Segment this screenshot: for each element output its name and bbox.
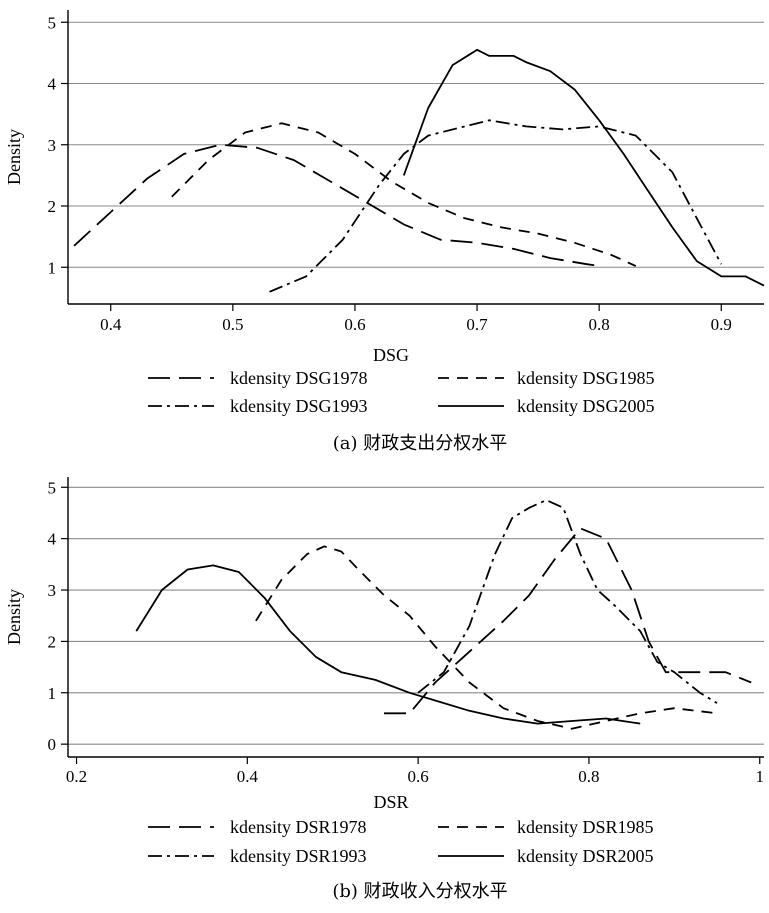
- legend-label: kdensity DSR1978: [230, 817, 367, 837]
- y-tick-label: 4: [48, 530, 57, 549]
- series-line-kdensity-dsr1985: [255, 545, 718, 730]
- x-tick-label: 0.4: [100, 315, 122, 334]
- y-tick-label: 3: [48, 581, 57, 600]
- series-line-kdensity-dsr1978: [384, 527, 752, 715]
- y-axis-label: Density: [4, 129, 24, 185]
- legend-label: kdensity DSG1978: [230, 368, 368, 388]
- x-tick-label: 0.2: [66, 767, 87, 786]
- y-tick-label: 1: [48, 258, 57, 277]
- x-tick-label: 0.9: [711, 315, 732, 334]
- y-axis-label: Density: [4, 589, 24, 645]
- series-line-kdensity-dsg1978: [73, 143, 600, 267]
- x-axis-label: DSG: [373, 345, 409, 365]
- x-tick-label: 0.6: [344, 315, 365, 334]
- x-tick-label: 0.6: [408, 767, 429, 786]
- series-line-kdensity-dsg2005: [402, 48, 765, 287]
- legend-label: kdensity DSG2005: [517, 396, 655, 416]
- y-tick-label: 3: [48, 136, 57, 155]
- y-tick-label: 5: [48, 13, 57, 32]
- legend-label: kdensity DSR1993: [230, 846, 367, 866]
- y-tick-label: 4: [48, 75, 57, 94]
- series-line-kdensity-dsg1985: [171, 122, 637, 267]
- x-tick-label: 0.8: [578, 767, 599, 786]
- y-tick-label: 1: [48, 684, 57, 703]
- x-tick-label: 0.4: [237, 767, 259, 786]
- series-line-kdensity-dsr2005: [135, 564, 641, 725]
- y-tick-label: 5: [48, 478, 57, 497]
- legend-label: kdensity DSR1985: [517, 817, 654, 837]
- panel-caption: (a) 财政支出分权水平: [333, 433, 508, 454]
- y-tick-label: 2: [48, 197, 57, 216]
- y-tick-label: 2: [48, 632, 57, 651]
- legend-label: kdensity DSR2005: [517, 846, 654, 866]
- panel-b: 0 1 2 3 4 5 0.2 0.4 0.6 0.8 1 DSR Density kdensity DS…: [4, 477, 764, 902]
- panel-caption: (b) 财政收入分权水平: [332, 881, 507, 902]
- x-tick-label: 0.8: [589, 315, 610, 334]
- legend-label: kdensity DSG1993: [230, 396, 368, 416]
- x-tick-label: 0.7: [466, 315, 488, 334]
- series-line-kdensity-dsg1993: [269, 119, 723, 293]
- panel-a: 1 2 3 4 5 0.4 0.5 0.6 0.7 0.8 0.9 DSG Density kdensit…: [4, 10, 765, 454]
- y-tick-label: 0: [48, 735, 57, 754]
- x-tick-label: 1: [755, 767, 764, 786]
- series-line-kdensity-dsr1993: [417, 499, 718, 704]
- x-axis-label: DSR: [373, 792, 408, 812]
- x-tick-label: 0.5: [222, 315, 243, 334]
- legend-label: kdensity DSG1985: [517, 368, 655, 388]
